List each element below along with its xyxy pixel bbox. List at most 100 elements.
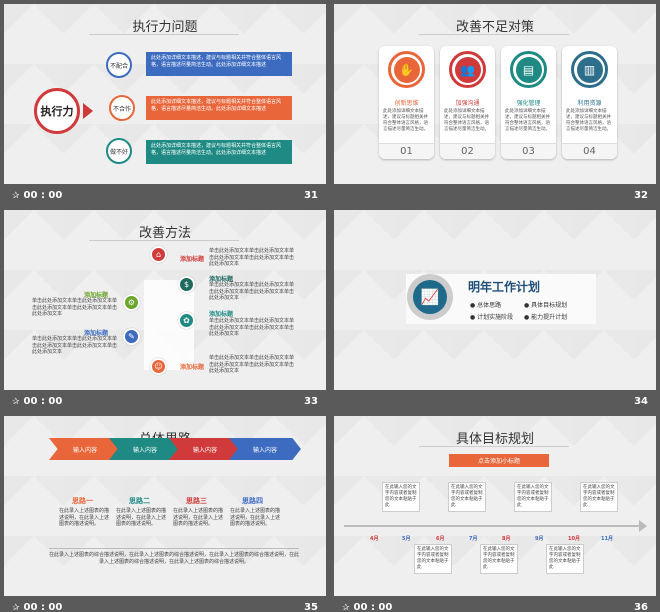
card-desc: 此处添加详细文本描述，建议与标题相关并符合整体语言风格，语言描述尽量简洁生动。 [444, 109, 489, 132]
settings-icon: ✿ [178, 312, 195, 329]
slide-title: 改善不足对策 [455, 20, 534, 35]
arrow-right-icon [83, 103, 93, 119]
slide-34-footer: 34 [334, 392, 656, 411]
slide-number: 32 [634, 190, 648, 201]
gears-icon: ⚙ [123, 294, 140, 311]
card-desc: 此处添加详细文本描述，建议与标题相关并符合整体语言风格，语言描述尽量简洁生动。 [505, 109, 550, 132]
slide-34-thumbnail[interactable]: 📈 明年工作计划 ● 总体思路 ● 具体目标规划 ● 计划实施阶段 ● 能力提升… [334, 210, 656, 390]
star-icon: ✰ [342, 602, 350, 612]
slide-33-footer: ✰ 00 : 00 33 [4, 392, 326, 411]
slide-time: 00 : 00 [353, 602, 393, 612]
title-divider [89, 240, 239, 241]
point-4: ● 能力提升计划 [524, 314, 568, 321]
slide-31-thumbnail[interactable]: 执行力问题 执行力 不配合 此处添加详细文本描述，建议与标题相关并符合整体语言风… [4, 4, 326, 184]
slide-number: 34 [634, 396, 648, 407]
slide-time: 00 : 00 [23, 396, 63, 407]
plan-ring: 📈 [407, 274, 453, 320]
note-6: 在此输入您的文字内容或者复制您的文本粘贴于此 [480, 544, 518, 574]
divider [49, 548, 299, 549]
body-text: 单击此处添加文本单击此处添加文本单击此处添加文本单击此处添加文本单击此处添加文本 [209, 355, 295, 374]
heading-1: 添加标题 [180, 256, 205, 263]
note-5: 在此输入您的文字内容或者复制您的文本粘贴于此 [414, 544, 452, 574]
star-icon: ✰ [12, 396, 20, 407]
month-label: 4月 [370, 536, 379, 542]
note-3: 在此输入您的文字内容或者复制您的文本粘贴于此 [514, 482, 552, 512]
body-text: 单击此处添加文本单击此处添加文本单击此处添加文本单击此处添加文本单击此处添加文本 [32, 336, 118, 355]
slide-31-footer: ✰ 00 : 00 31 [4, 186, 326, 205]
slide-32-thumbnail[interactable]: 改善不足对策 ✋ 创新思维 此处添加详细文本描述，建议与标题相关并符合整体语言风… [334, 4, 656, 184]
point-2: ● 具体目标规划 [524, 302, 568, 309]
note-1: 在此输入您的文字内容或者复制您的文本粘贴于此 [382, 482, 420, 512]
idea-2-title: 思路二 [129, 497, 150, 505]
card-4: ▥ 利用资源 此处添加详细文本描述，建议与标题相关并符合整体语言风格，语言描述尽… [562, 46, 617, 159]
card-number: 01 [379, 143, 434, 159]
slide-36-thumbnail[interactable]: 具体目标规划 点击添加小标题 4月 5月 6月 7月 8月 9月 10月 11月… [334, 416, 656, 596]
title-divider [419, 446, 569, 447]
slide-title: 执行力问题 [132, 20, 198, 35]
item-circle-2: 不合作 [109, 95, 135, 121]
card-label: 强化管理 [516, 100, 541, 107]
heading-3: 添加标题 [84, 292, 109, 299]
people-icon: 👥 [454, 56, 481, 83]
month-label: 8月 [502, 536, 511, 542]
chevron-3: 输入内容 [169, 438, 241, 460]
month-label: 10月 [568, 536, 580, 542]
slide-36-footer: ✰ 00 : 00 36 [334, 598, 656, 612]
card-desc: 此处添加详细文本描述，建议与标题相关并符合整体语言风格，语言描述尽量简洁生动。 [566, 109, 611, 132]
card-label: 创新思维 [394, 100, 419, 107]
resources-icon: ▥ [576, 56, 603, 83]
point-1: ● 总体思路 [470, 302, 502, 309]
heading-5: 添加标题 [84, 330, 109, 337]
card-desc: 此处添加详细文本描述，建议与标题相关并符合整体语言风格，语言描述尽量简洁生动。 [383, 109, 428, 132]
idea-2-text: 在此录入上述图表的描述说明，在此录入上述图表的描述说明。 [116, 508, 167, 527]
summary-text: 在此录入上述图表的综合描述说明，在此录入上述图表的综合描述说明，在此录入上述图表… [49, 552, 300, 565]
month-label: 11月 [601, 536, 613, 542]
center-circle: 执行力 [34, 88, 80, 134]
heading-6: 添加标题 [180, 364, 205, 371]
card-number: 03 [501, 143, 556, 159]
chevron-4: 输入内容 [229, 438, 301, 460]
slide-33-thumbnail[interactable]: 改善方法 ⌂ $ ⚙ ✿ ✎ ☺ 添加标题 添加标题 添加标题 添加标题 添加标… [4, 210, 326, 390]
slide-35-thumbnail[interactable]: 总体思路 输入内容 输入内容 输入内容 输入内容 思路一 思路二 思路三 思路四… [4, 416, 326, 596]
star-icon: ✰ [12, 190, 20, 201]
slide-number: 35 [304, 602, 318, 612]
innovation-icon: ✋ [393, 56, 420, 83]
item-bar-2: 此处添加详细文本描述，建议与标题相关并符合整体语言风格，语言描述尽量简洁生动。此… [146, 96, 292, 120]
month-label: 6月 [436, 536, 445, 542]
slide-time: 00 : 00 [23, 190, 63, 201]
slide-35-footer: ✰ 00 : 00 35 [4, 598, 326, 612]
idea-4-text: 在此录入上述图表的描述说明，在此录入上述图表的描述说明。 [230, 508, 281, 527]
subtitle-button[interactable]: 点击添加小标题 [449, 454, 549, 467]
card-3: ▤ 强化管理 此处添加详细文本描述，建议与标题相关并符合整体语言风格，语言描述尽… [501, 46, 556, 159]
slide-number: 36 [634, 602, 648, 612]
idea-1-text: 在此录入上述图表的描述说明，在此录入上述图表的描述说明。 [59, 508, 110, 527]
chevron-1: 输入内容 [49, 438, 121, 460]
slide-32-footer: 32 [334, 186, 656, 205]
title-divider [419, 34, 569, 35]
item-circle-1: 不配合 [106, 52, 132, 78]
timeline-arrow-icon [639, 520, 647, 532]
month-label: 7月 [469, 536, 478, 542]
body-text: 单击此处添加文本单击此处添加文本单击此处添加文本单击此处添加文本单击此处添加文本 [209, 318, 295, 337]
card-label: 利用资源 [577, 100, 602, 107]
slide-time: 00 : 00 [23, 602, 63, 612]
home-icon: ⌂ [150, 246, 167, 263]
slide-title: 改善方法 [138, 226, 191, 241]
item-bar-1: 此处添加详细文本描述，建议与标题相关并符合整体语言风格，语言描述尽量简洁生动。此… [146, 52, 292, 76]
month-label: 5月 [402, 536, 411, 542]
card-number: 02 [440, 143, 495, 159]
idea-1-title: 思路一 [72, 497, 93, 505]
money-icon: $ [178, 276, 195, 293]
heading-2: 添加标题 [209, 276, 234, 283]
body-text: 单击此处添加文本单击此处添加文本单击此处添加文本单击此处添加文本单击此处添加文本 [209, 282, 295, 301]
card-2: 👥 加强沟通 此处添加详细文本描述，建议与标题相关并符合整体语言风格，语言描述尽… [440, 46, 495, 159]
card-number: 04 [562, 143, 617, 159]
chart-icon: 📈 [413, 280, 447, 314]
slide-number: 31 [304, 190, 318, 201]
heading-4: 添加标题 [209, 311, 234, 318]
idea-4-title: 思路四 [242, 497, 263, 505]
note-2: 在此输入您的文字内容或者复制您的文本粘贴于此 [448, 482, 486, 512]
item-bar-3: 此处添加详细文本描述，建议与标题相关并符合整体语言风格，语言描述尽量简洁生动。此… [146, 140, 292, 164]
item-circle-3: 做不好 [106, 138, 132, 164]
